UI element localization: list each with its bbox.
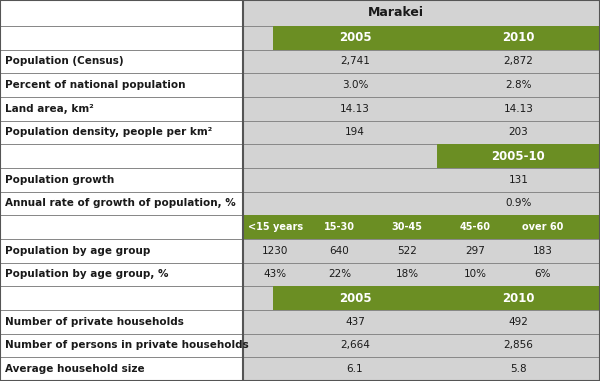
Bar xyxy=(0,26,243,50)
Bar xyxy=(274,286,437,310)
Bar xyxy=(0,144,243,168)
Text: 2005: 2005 xyxy=(338,31,371,44)
Text: 437: 437 xyxy=(345,317,365,327)
Text: 194: 194 xyxy=(345,127,365,138)
Text: Average household size: Average household size xyxy=(5,364,145,374)
Text: Marakei: Marakei xyxy=(368,6,424,19)
Bar xyxy=(243,50,600,73)
Bar xyxy=(243,97,600,120)
Text: 14.13: 14.13 xyxy=(503,104,533,114)
Bar xyxy=(274,26,437,50)
Text: 183: 183 xyxy=(533,246,553,256)
Bar xyxy=(0,310,243,334)
Bar xyxy=(0,334,243,357)
Text: 2,872: 2,872 xyxy=(503,56,533,66)
Bar xyxy=(0,50,243,73)
Text: Population by age group: Population by age group xyxy=(5,246,151,256)
Text: 492: 492 xyxy=(508,317,528,327)
Text: 2,741: 2,741 xyxy=(340,56,370,66)
Text: Annual rate of growth of population, %: Annual rate of growth of population, % xyxy=(5,199,236,208)
Text: Number of private households: Number of private households xyxy=(5,317,184,327)
Bar xyxy=(243,168,600,192)
Text: 22%: 22% xyxy=(328,269,351,279)
Bar xyxy=(0,168,243,192)
Bar xyxy=(243,357,600,381)
Bar xyxy=(0,120,243,144)
Bar xyxy=(437,26,600,50)
Bar xyxy=(243,144,600,168)
Bar xyxy=(0,239,243,263)
Text: 15-30: 15-30 xyxy=(324,222,355,232)
Bar xyxy=(0,286,243,310)
Text: 2010: 2010 xyxy=(502,31,535,44)
Text: Percent of national population: Percent of national population xyxy=(5,80,185,90)
Bar xyxy=(243,0,600,26)
Bar xyxy=(0,97,243,120)
Text: 1230: 1230 xyxy=(262,246,289,256)
Bar xyxy=(0,192,243,215)
Text: Land area, km²: Land area, km² xyxy=(5,104,94,114)
Bar xyxy=(243,286,274,310)
Bar xyxy=(437,286,600,310)
Text: Population (Census): Population (Census) xyxy=(5,56,124,66)
Bar xyxy=(243,73,600,97)
Text: 43%: 43% xyxy=(263,269,287,279)
Bar xyxy=(0,357,243,381)
Bar xyxy=(243,192,600,215)
Text: 45-60: 45-60 xyxy=(460,222,491,232)
Bar xyxy=(243,310,600,334)
Text: 2.8%: 2.8% xyxy=(505,80,532,90)
Text: 2005: 2005 xyxy=(338,291,371,305)
Text: Population density, people per km²: Population density, people per km² xyxy=(5,127,212,138)
Text: 2,664: 2,664 xyxy=(340,341,370,351)
Bar xyxy=(243,120,600,144)
Bar xyxy=(243,334,600,357)
Bar xyxy=(243,26,274,50)
Bar xyxy=(243,239,600,263)
Text: Population growth: Population growth xyxy=(5,175,114,185)
Text: 3.0%: 3.0% xyxy=(342,80,368,90)
Text: 30-45: 30-45 xyxy=(392,222,423,232)
Text: over 60: over 60 xyxy=(522,222,563,232)
Bar xyxy=(243,263,600,286)
Text: 18%: 18% xyxy=(395,269,419,279)
Bar xyxy=(0,73,243,97)
Bar xyxy=(0,0,243,26)
Text: 14.13: 14.13 xyxy=(340,104,370,114)
Bar xyxy=(0,215,243,239)
Text: 10%: 10% xyxy=(464,269,487,279)
Text: 640: 640 xyxy=(329,246,349,256)
Text: <15 years: <15 years xyxy=(248,222,302,232)
Bar xyxy=(0,263,243,286)
Text: 522: 522 xyxy=(397,246,417,256)
Text: 6.1: 6.1 xyxy=(347,364,364,374)
Text: 297: 297 xyxy=(465,246,485,256)
Text: 2010: 2010 xyxy=(502,291,535,305)
Bar xyxy=(437,144,600,168)
Text: Number of persons in private households: Number of persons in private households xyxy=(5,341,249,351)
Text: 6%: 6% xyxy=(535,269,551,279)
Bar xyxy=(243,215,600,239)
Text: 0.9%: 0.9% xyxy=(505,199,532,208)
Text: 2005-10: 2005-10 xyxy=(491,150,545,163)
Text: 131: 131 xyxy=(508,175,528,185)
Text: 203: 203 xyxy=(508,127,528,138)
Text: Population by age group, %: Population by age group, % xyxy=(5,269,169,279)
Text: 2,856: 2,856 xyxy=(503,341,533,351)
Text: 5.8: 5.8 xyxy=(510,364,527,374)
